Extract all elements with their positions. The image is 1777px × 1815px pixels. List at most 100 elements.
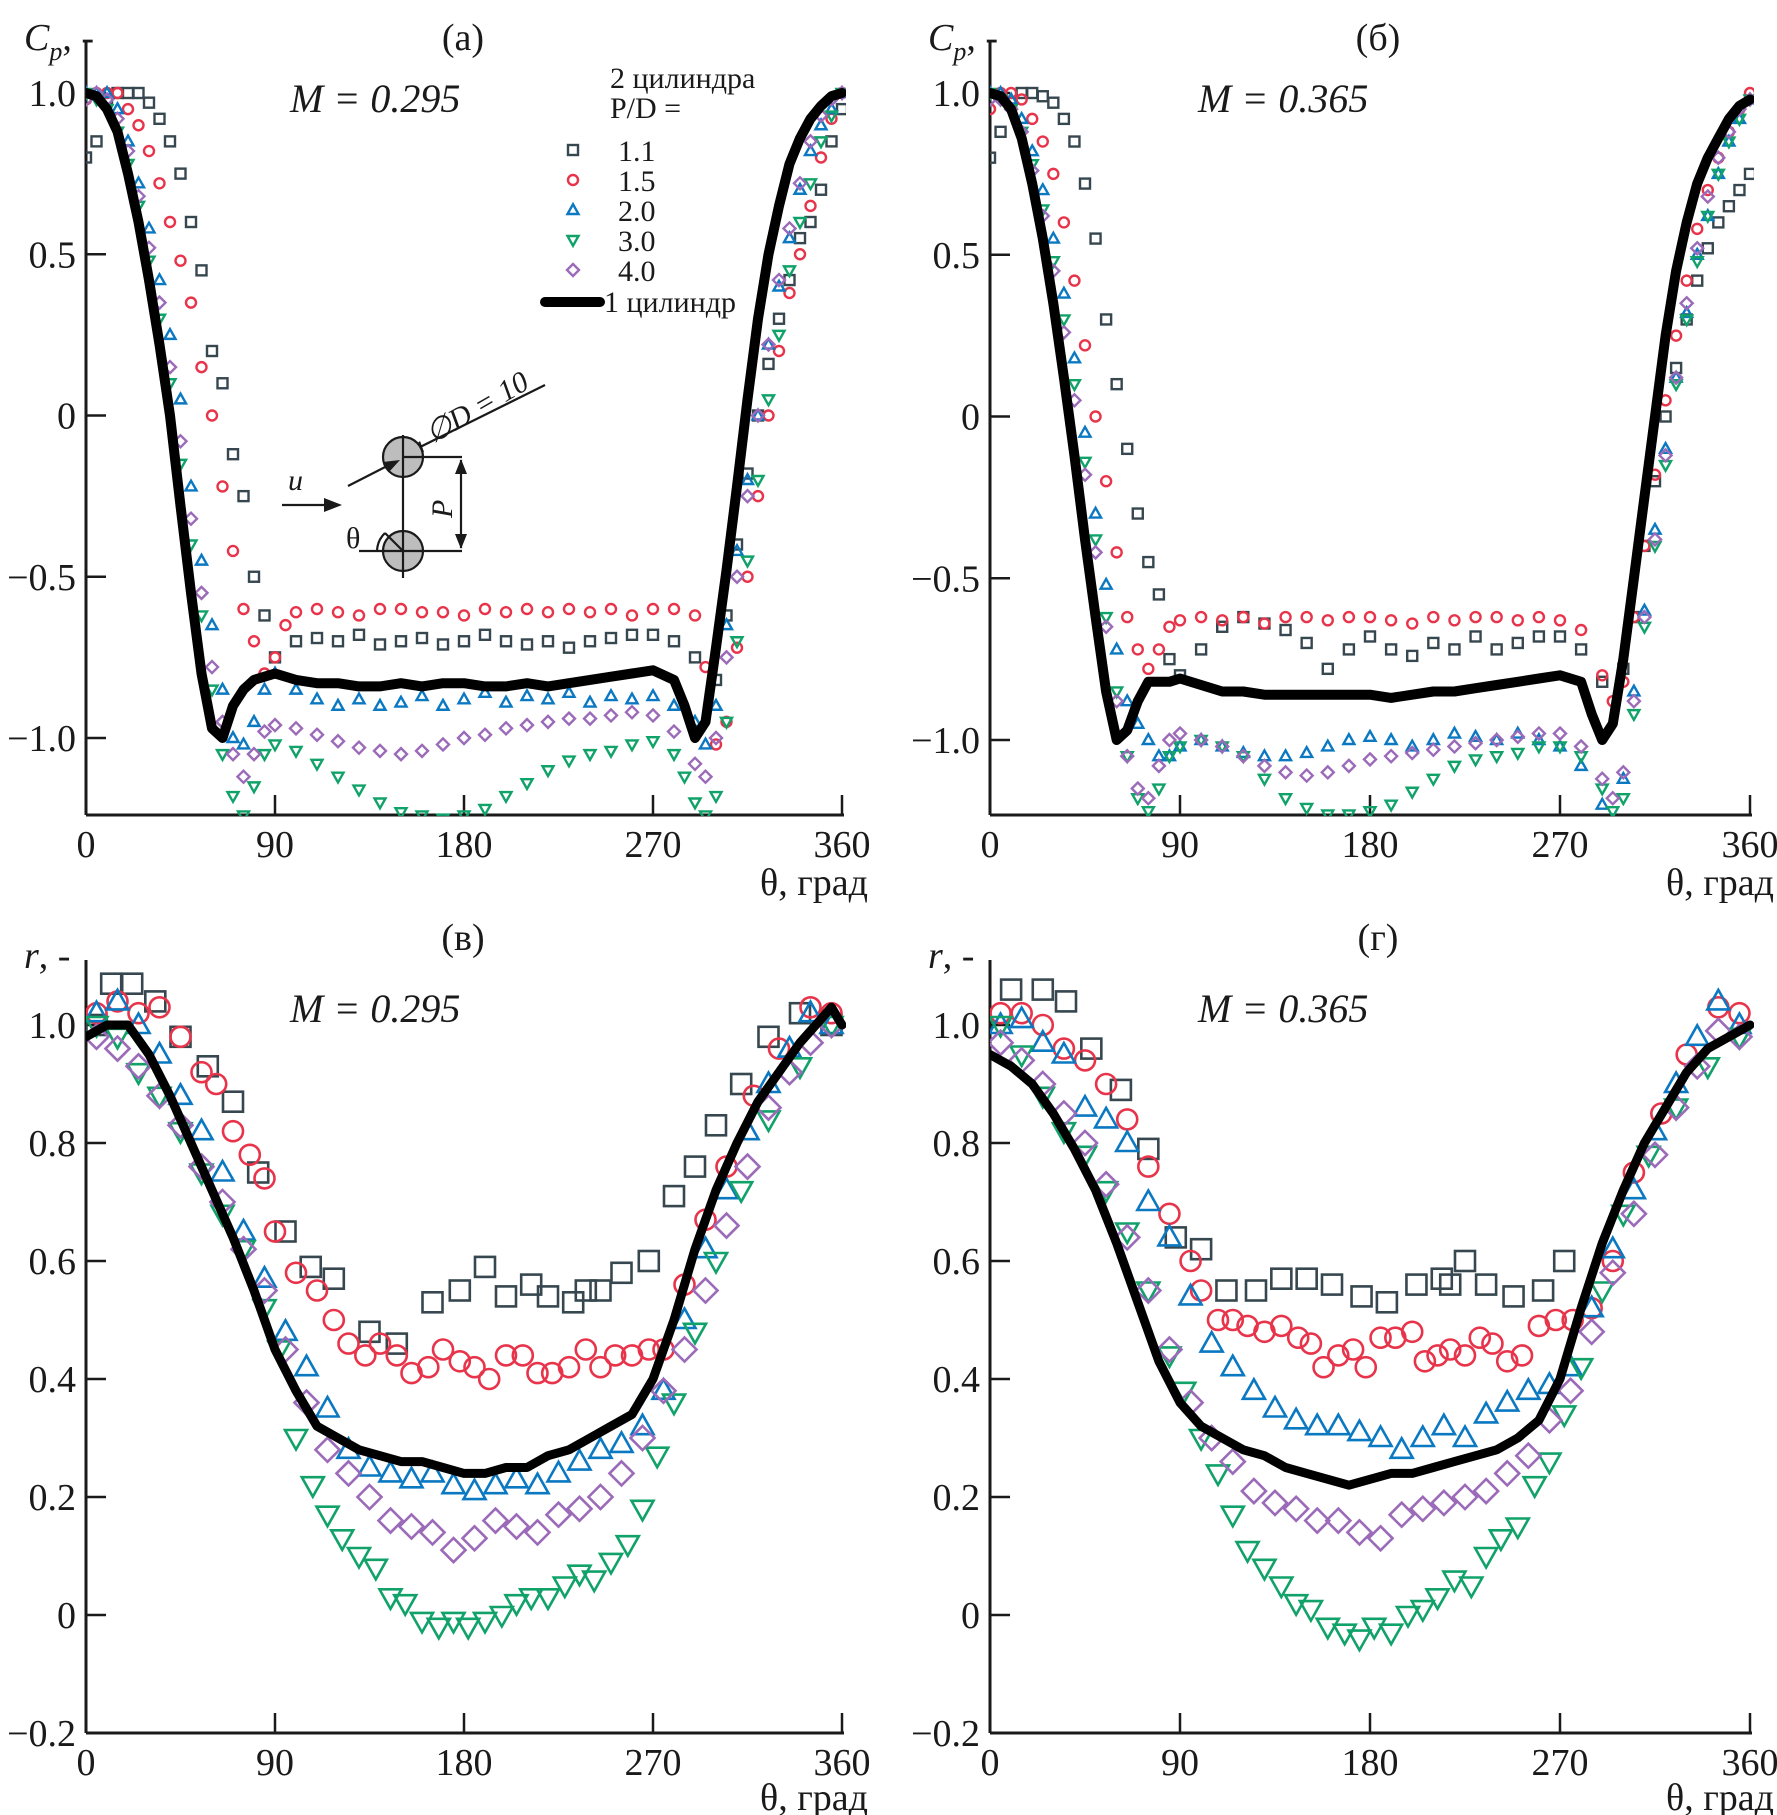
data-point [1383,799,1399,813]
data-point [503,1593,530,1618]
data-point [310,602,324,616]
legend-title-line1: 2 цилиндра [610,62,755,95]
panel-b-chart: (б) Cp, - M = 0.365 θ, град 0 90 180 270 360… [911,17,1777,904]
data-point [1601,1249,1625,1273]
data-point [184,215,198,229]
data-point [1244,1279,1268,1302]
data-point [1299,1332,1323,1355]
y-tick-label: 0.6 [933,1241,981,1283]
data-point [688,651,702,664]
legend-marker-icon [565,201,581,216]
data-point [1700,188,1716,205]
data-point [1151,758,1167,774]
data-point [216,377,229,390]
data-point [385,1344,409,1367]
data-point [166,1111,195,1140]
data-point [1610,812,1615,816]
data-point [1404,745,1420,761]
data-point [667,602,681,616]
data-point [760,394,777,408]
series-1.5 [86,990,843,1391]
data-point [1383,731,1399,746]
data-point [1474,1273,1498,1296]
data-point [309,758,325,772]
data-point [589,1355,612,1379]
data-point [1387,1500,1416,1529]
data-point [309,727,325,743]
data-point [729,569,745,585]
data-point [284,1261,308,1285]
data-point [314,1394,341,1418]
data-point [1425,773,1441,788]
data-point [1701,183,1714,197]
data-point [792,181,808,195]
data-point [418,1518,447,1547]
data-point [1511,636,1524,650]
data-point [1152,643,1166,656]
data-point [1056,285,1072,299]
data-point [1109,1078,1133,1102]
data-point [760,336,777,350]
data-point [1532,610,1546,624]
data-point [391,1593,419,1618]
data-point [247,570,261,583]
data-point [1179,1249,1202,1273]
data-point [1218,1447,1247,1476]
data-point [355,1483,384,1511]
data-point [373,638,387,651]
data-point [1098,576,1114,590]
y-tick-label: 0.8 [933,1123,981,1165]
y-tick-label: −1.0 [911,720,980,762]
data-point [1056,314,1072,328]
y-tick-label: 1.0 [29,73,77,115]
data-point [1710,168,1726,183]
data-point [1057,216,1071,229]
data-point [702,1251,730,1276]
data-point [1256,773,1272,788]
data-point [146,1040,173,1064]
data-point [104,987,131,1011]
data-point [1279,623,1292,637]
data-point [1377,1623,1405,1647]
data-point [1099,313,1113,326]
data-point [1406,649,1419,663]
data-point [503,1465,530,1489]
data-point [1515,1376,1542,1401]
data-point [1256,758,1273,774]
data-point [1172,725,1188,742]
data-point [1261,1394,1289,1418]
data-point [1092,1170,1120,1199]
data-point [1026,86,1039,100]
data-point [205,344,219,358]
series-2.0 [86,987,845,1501]
legend-label: 2.0 [618,195,656,228]
series-1.5 [86,86,846,751]
data-point [1099,475,1113,488]
data-point [1467,735,1484,751]
y-tick-label: 0.5 [933,235,981,277]
data-point [436,606,450,619]
data-point [1615,764,1632,781]
data-point [1366,1524,1395,1553]
data-point [204,616,220,631]
data-point [1172,741,1188,755]
data-point [520,602,534,616]
data-point [1544,1308,1568,1332]
data-point [1047,96,1060,109]
y-tick-label: 1.0 [933,1005,981,1047]
data-point [1404,738,1420,752]
data-point [1047,167,1060,181]
data-point [1258,617,1271,630]
data-point [536,1285,560,1308]
data-point [358,1320,381,1344]
data-point [1015,93,1028,106]
data-point [1077,456,1093,470]
data-point [1008,1004,1035,1029]
data-point [1035,181,1051,196]
data-point [1668,369,1684,386]
data-point [1362,751,1378,768]
data-point [999,978,1023,1001]
data-point [1204,1464,1232,1488]
data-point [190,1060,213,1084]
